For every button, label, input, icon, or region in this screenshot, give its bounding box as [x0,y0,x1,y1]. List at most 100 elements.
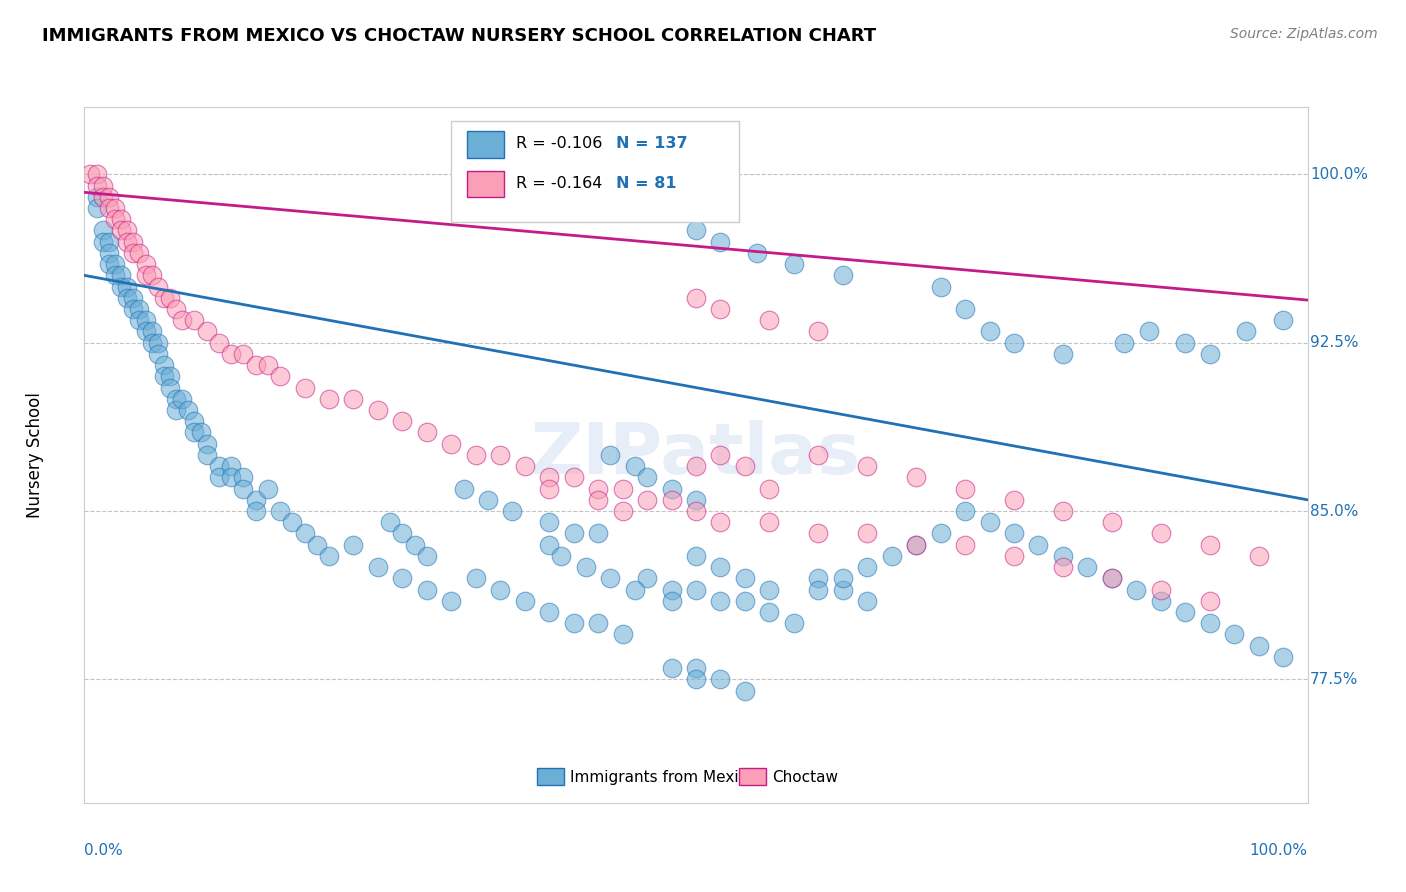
Point [110,268,132,283]
Point [709,235,731,249]
Point [685,223,707,237]
Point [685,673,707,687]
Point [685,459,707,474]
Point [219,347,242,361]
FancyBboxPatch shape [467,171,503,197]
Point [831,582,853,597]
Point [1236,325,1258,339]
FancyBboxPatch shape [467,131,503,158]
FancyBboxPatch shape [451,121,738,222]
Point [929,526,952,541]
Point [807,526,830,541]
Point [538,515,561,529]
Point [245,504,267,518]
Point [1052,347,1074,361]
Point [128,301,150,316]
Point [367,560,389,574]
Point [685,549,707,563]
Point [281,515,304,529]
Point [122,301,145,316]
Point [110,212,132,227]
Point [709,301,731,316]
Text: N = 81: N = 81 [616,176,676,191]
Point [128,313,150,327]
Point [294,381,316,395]
Point [208,470,231,484]
Point [104,201,127,215]
Text: Choctaw: Choctaw [772,770,838,785]
Text: 92.5%: 92.5% [1310,335,1358,351]
Point [219,470,242,484]
Point [195,325,218,339]
Point [195,448,218,462]
Text: 77.5%: 77.5% [1310,672,1358,687]
Point [905,538,928,552]
Point [1002,492,1025,507]
Point [165,392,187,406]
Point [342,538,364,552]
Point [856,560,879,574]
Point [953,504,976,518]
Point [783,257,806,271]
Point [1150,594,1173,608]
Point [135,313,157,327]
Point [709,594,731,608]
Point [318,392,340,406]
Point [91,178,114,193]
Point [97,235,120,249]
Point [86,178,108,193]
Point [146,335,169,350]
Point [734,683,756,698]
Point [391,526,413,541]
Point [141,335,163,350]
Point [953,482,976,496]
Point [177,403,200,417]
Point [807,448,830,462]
Point [135,257,157,271]
Point [104,257,127,271]
Point [257,358,280,372]
Point [1101,515,1123,529]
Point [416,549,439,563]
Point [232,470,254,484]
Point [575,560,598,574]
Point [342,392,364,406]
Point [709,448,731,462]
Point [929,279,952,293]
Point [513,459,536,474]
Point [122,235,145,249]
Point [104,212,127,227]
Point [245,358,267,372]
Point [416,582,439,597]
Point [758,482,780,496]
Point [1150,526,1173,541]
Point [245,492,267,507]
Point [685,582,707,597]
Point [91,235,114,249]
Point [612,482,634,496]
Point [97,257,120,271]
Point [661,594,683,608]
Text: 85.0%: 85.0% [1310,503,1358,518]
Point [953,538,976,552]
Point [269,504,291,518]
Point [758,515,780,529]
Point [1247,639,1270,653]
Point [141,325,163,339]
Point [159,291,181,305]
Point [122,291,145,305]
Point [165,403,187,417]
Point [464,571,486,585]
Point [538,605,561,619]
Point [513,594,536,608]
Point [1247,549,1270,563]
Point [232,482,254,496]
Point [709,673,731,687]
Point [1137,325,1160,339]
Point [128,246,150,260]
Text: IMMIGRANTS FROM MEXICO VS CHOCTAW NURSERY SCHOOL CORRELATION CHART: IMMIGRANTS FROM MEXICO VS CHOCTAW NURSER… [42,27,876,45]
Point [953,301,976,316]
Point [1076,560,1098,574]
Point [464,448,486,462]
Point [86,201,108,215]
